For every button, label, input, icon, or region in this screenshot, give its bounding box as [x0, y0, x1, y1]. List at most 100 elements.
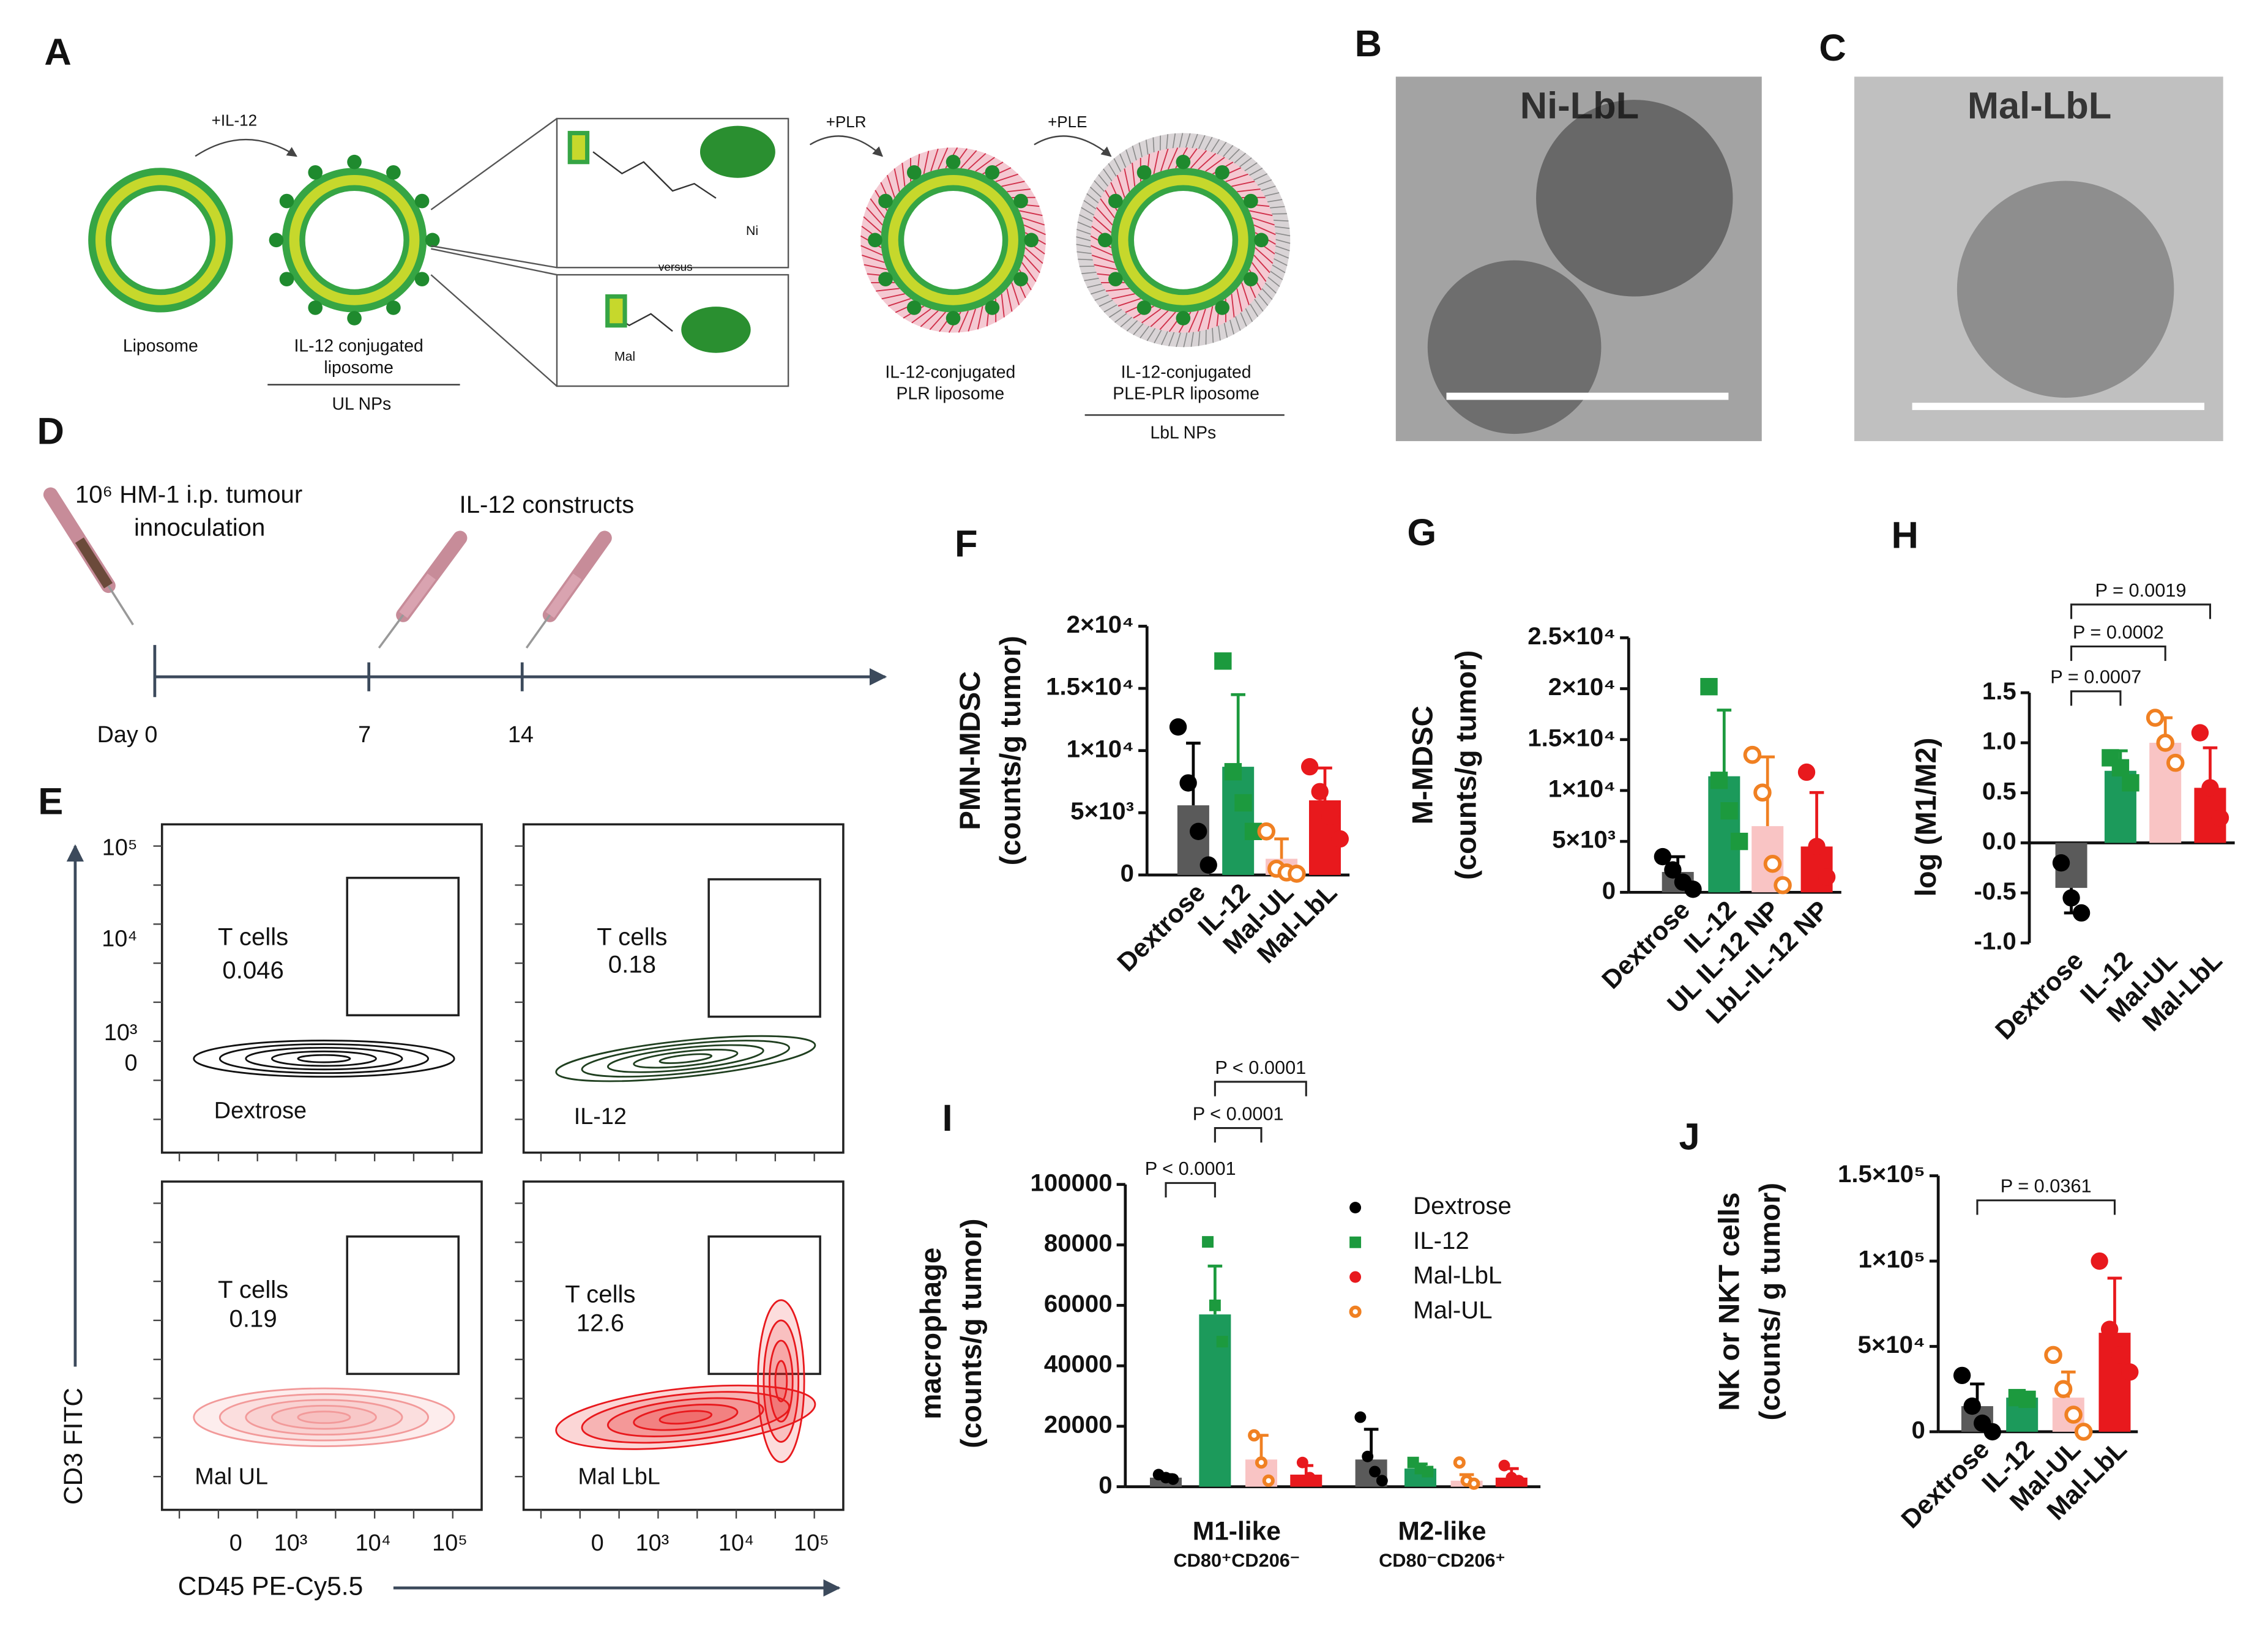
- data-point: [1216, 1336, 1228, 1348]
- label: IL-12 constructs: [460, 491, 635, 518]
- y-tick-label: 80000: [1044, 1229, 1113, 1257]
- contour: [768, 1339, 794, 1423]
- gate: [346, 1235, 460, 1376]
- polymer-strand: [938, 147, 949, 170]
- lumen: [111, 191, 210, 289]
- contour: [633, 1404, 739, 1431]
- data-point: [2211, 809, 2229, 827]
- axis-label: PMN-MDSC: [954, 671, 987, 830]
- polymer-strand: [1132, 162, 1136, 187]
- label: IL-12-conjugated: [885, 362, 1015, 382]
- polymer-strand: [1225, 173, 1248, 182]
- axis-label: (counts/g tumor): [1450, 650, 1482, 880]
- y-tick-label: -1.0: [1974, 928, 2016, 955]
- syringe-needle: [378, 614, 405, 649]
- il12-protein: [1176, 311, 1191, 326]
- data-point: [2062, 889, 2080, 907]
- lumen: [904, 191, 1002, 289]
- label: +IL-12: [212, 111, 257, 129]
- il12-protein: [1176, 154, 1191, 169]
- polymer-strand: [1255, 247, 1274, 264]
- zoom-line: [431, 248, 558, 276]
- lipid-icon: [567, 130, 590, 165]
- data-point: [2044, 1346, 2062, 1365]
- contour: [774, 1360, 788, 1402]
- p-value: P = 0.0361: [2001, 1175, 2092, 1197]
- il12-protein: [1024, 233, 1039, 248]
- polymer-strand: [1231, 181, 1255, 187]
- il12-protein: [946, 311, 961, 326]
- tick-label: 0: [125, 1051, 138, 1076]
- polymer-strand: [1021, 217, 1045, 226]
- data-point: [2201, 779, 2219, 797]
- il12-protein: [1013, 272, 1028, 286]
- data-point: [2072, 904, 2091, 922]
- polymer-strand: [1105, 288, 1130, 292]
- polymer-strand: [1190, 150, 1207, 169]
- tick-label: 10³: [274, 1530, 308, 1556]
- axis-label: M-MDSC: [1407, 706, 1439, 824]
- polymer-strand: [1253, 224, 1276, 236]
- p-value: P = 0.0007: [2050, 666, 2141, 688]
- axis-label: CD3 FITC: [59, 1388, 88, 1505]
- linker-structure: [592, 151, 717, 199]
- contour: [606, 1397, 764, 1437]
- data-point: [1296, 1456, 1308, 1469]
- label: versus: [658, 261, 693, 274]
- data-point: [1963, 1397, 1981, 1415]
- axis-label: (counts/g tumor): [955, 1218, 988, 1448]
- data-point: [1797, 763, 1816, 781]
- il12-protein: [1215, 300, 1229, 315]
- legend-marker: [1349, 1305, 1362, 1318]
- axis-label: (counts/g tumor): [994, 636, 1027, 865]
- y-tick-label: 1.5×10⁴: [1528, 724, 1616, 751]
- y-tick-label: 0: [1912, 1417, 1925, 1444]
- data-point: [1248, 1429, 1261, 1442]
- il12-protein: [414, 193, 430, 209]
- il12-protein: [868, 233, 882, 248]
- polymer-strand: [1150, 310, 1169, 327]
- significance-bracket: [1976, 1199, 2116, 1215]
- data-point: [1753, 783, 1772, 802]
- polymer-strand: [864, 264, 887, 270]
- lumen: [1134, 191, 1233, 289]
- polymer-strand: [893, 168, 900, 192]
- plot-name: Mal LbL: [578, 1464, 660, 1490]
- il12-protein: [878, 193, 893, 209]
- label: IL-12 conjugated: [294, 337, 423, 356]
- polymer-strand: [888, 298, 911, 307]
- lipid-icon: [605, 294, 627, 328]
- contour: [633, 1048, 739, 1069]
- polymer-strand: [870, 198, 885, 218]
- il12-protein: [279, 272, 294, 286]
- zoom-line: [430, 117, 558, 210]
- contour: [245, 1046, 403, 1071]
- data-point: [1953, 1366, 1971, 1385]
- significance-bracket: [2070, 690, 2122, 706]
- il12-protein: [1254, 233, 1269, 248]
- contour: [581, 1391, 791, 1444]
- polymer-strand: [1024, 247, 1043, 264]
- il12-protein: [1108, 193, 1123, 209]
- data-point: [2052, 854, 2070, 872]
- polymer-strand: [1198, 153, 1217, 170]
- il12-protein: [386, 165, 401, 180]
- data-point: [1376, 1475, 1388, 1487]
- data-point: [2018, 1390, 2036, 1409]
- polymer-strand: [1124, 168, 1130, 192]
- polymer-strand: [1205, 157, 1225, 172]
- polymer-strand: [1141, 308, 1162, 324]
- polymer-strand: [1167, 147, 1179, 170]
- il12-protein: [308, 300, 323, 315]
- y-tick-label: 5×10³: [1552, 826, 1616, 854]
- data-point: [1288, 865, 1306, 883]
- y-tick-label: -0.5: [1974, 877, 2016, 905]
- polymer-strand: [1023, 255, 1040, 274]
- tick-label: 0: [229, 1530, 242, 1556]
- polymer-strand: [977, 306, 983, 330]
- legend-label: Dextrose: [1413, 1192, 1512, 1219]
- polymer-strand: [968, 153, 987, 170]
- polymer-strand: [862, 255, 885, 263]
- data-point: [2122, 774, 2139, 792]
- polymer-strand: [1188, 310, 1199, 333]
